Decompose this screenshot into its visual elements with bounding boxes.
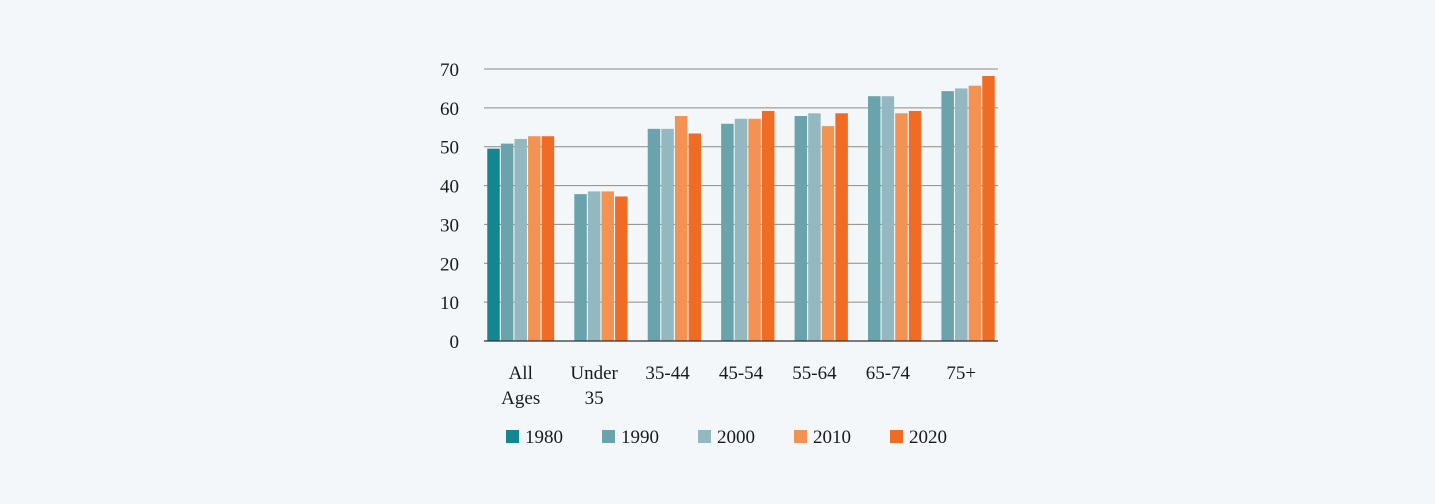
legend-swatch bbox=[794, 430, 807, 443]
bar-2010 bbox=[821, 126, 835, 342]
legend-swatch bbox=[890, 430, 903, 443]
bar-2020 bbox=[688, 133, 702, 341]
bar-2000 bbox=[661, 128, 674, 341]
bar-2010 bbox=[748, 118, 761, 341]
bar-2020 bbox=[615, 196, 628, 341]
bar-1990 bbox=[500, 143, 514, 341]
bar-2010 bbox=[968, 85, 982, 341]
bar-2000 bbox=[587, 191, 601, 341]
bar-1980 bbox=[487, 148, 500, 341]
bar-2020 bbox=[908, 110, 922, 341]
x-category-label: 35-44 bbox=[645, 363, 690, 384]
bar-1990 bbox=[647, 128, 661, 341]
legend-label: 1980 bbox=[525, 427, 563, 448]
bar-2010 bbox=[601, 191, 614, 341]
x-category-label: All bbox=[509, 363, 533, 384]
x-category-label: 65-74 bbox=[866, 363, 911, 384]
bar-2010 bbox=[528, 136, 541, 341]
y-tick-label: 40 bbox=[440, 177, 459, 198]
bar-1990 bbox=[868, 96, 881, 341]
y-axis-ticks: 0 10 20 30 40 50 60 70 bbox=[440, 60, 459, 353]
bar-2020 bbox=[982, 75, 995, 341]
legend-label: 2020 bbox=[909, 427, 947, 448]
y-tick-label: 10 bbox=[440, 293, 459, 314]
y-tick-label: 20 bbox=[440, 254, 459, 275]
bar-1990 bbox=[941, 91, 954, 341]
legend-label: 2010 bbox=[813, 427, 851, 448]
x-axis-categories: All Ages Under 35 35-44 45-54 55-64 65-74 75+ bbox=[501, 363, 976, 409]
bar-2000 bbox=[881, 96, 895, 341]
bar-2010 bbox=[674, 116, 688, 341]
x-category-label: 75+ bbox=[946, 363, 976, 384]
bar-2000 bbox=[734, 118, 748, 341]
bar-1990 bbox=[721, 123, 734, 341]
bar-2020 bbox=[541, 136, 555, 341]
legend-item: 2020 bbox=[890, 427, 947, 448]
bar-1990 bbox=[794, 116, 808, 341]
legend-label: 1990 bbox=[621, 427, 659, 448]
y-tick-label: 0 bbox=[450, 332, 460, 353]
legend-swatch bbox=[602, 430, 615, 443]
bar-2000 bbox=[955, 88, 968, 341]
x-category-label: 35 bbox=[585, 388, 604, 409]
x-category-label: 45-54 bbox=[719, 363, 764, 384]
bars bbox=[487, 75, 995, 342]
legend-item: 1980 bbox=[506, 427, 563, 448]
legend-label: 2000 bbox=[717, 427, 755, 448]
legend-swatch bbox=[506, 430, 519, 443]
legend: 1980 1990 2000 2010 2020 bbox=[506, 427, 947, 448]
bar-2020 bbox=[835, 113, 848, 341]
bar-2020 bbox=[761, 110, 775, 341]
x-category-label: Under bbox=[570, 363, 618, 384]
legend-item: 1990 bbox=[602, 427, 659, 448]
y-tick-label: 70 bbox=[440, 60, 459, 81]
bar-2000 bbox=[514, 138, 527, 341]
y-tick-label: 30 bbox=[440, 215, 459, 236]
x-category-label: 55-64 bbox=[792, 363, 837, 384]
y-tick-label: 50 bbox=[440, 138, 459, 159]
x-category-label: Ages bbox=[501, 388, 540, 409]
bar-2010 bbox=[895, 113, 908, 341]
legend-item: 2010 bbox=[794, 427, 851, 448]
legend-item: 2000 bbox=[698, 427, 755, 448]
legend-swatch bbox=[698, 430, 711, 443]
y-tick-label: 60 bbox=[440, 99, 459, 120]
bar-2000 bbox=[808, 113, 821, 341]
bar-1990 bbox=[574, 194, 587, 341]
